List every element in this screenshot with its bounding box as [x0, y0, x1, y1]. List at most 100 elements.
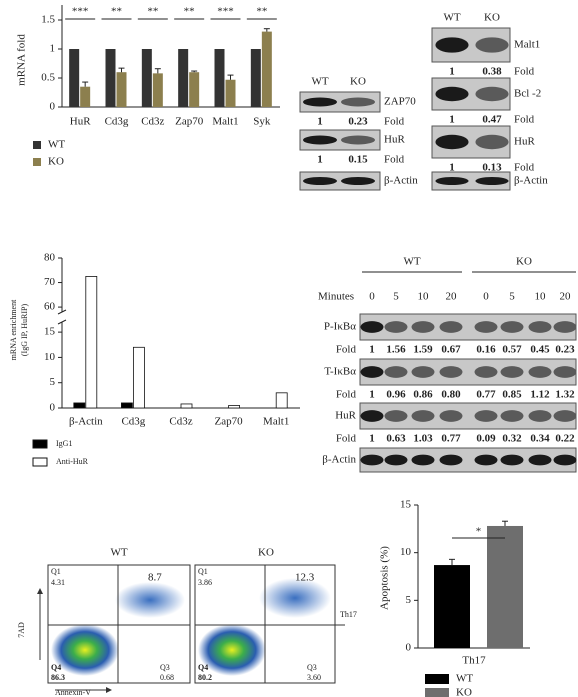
fold-value: 0.96	[386, 389, 406, 401]
y-tick-label: 15	[44, 326, 56, 338]
legend-swatch	[32, 457, 48, 467]
minute: 10	[535, 291, 547, 303]
row-label: Malt1	[514, 39, 540, 51]
fold-value: 0.63	[386, 433, 406, 445]
column-header: WT	[311, 76, 328, 88]
bar	[250, 49, 261, 107]
flow-title: WT	[110, 547, 127, 559]
x-tick-label: β-Actin	[69, 416, 103, 428]
y-axis-label: (IgG IP, HuRIP)	[20, 304, 29, 357]
x-tick-label: Cd3g	[121, 416, 145, 428]
row-label: β-Actin	[384, 175, 418, 187]
y-tick-label: 10	[44, 351, 56, 363]
density-cloud	[198, 624, 266, 676]
fold-label: Fold	[336, 389, 357, 401]
blot-band	[411, 321, 435, 333]
minute: 20	[560, 291, 572, 303]
fold-value: 1	[317, 154, 323, 166]
column-header: WT	[443, 12, 460, 24]
minute: 5	[393, 291, 399, 303]
quadrant-name: Q1	[198, 567, 208, 576]
blot-band	[475, 86, 509, 102]
quadrant-name: Q1	[51, 567, 61, 576]
quadrant-value: 3.60	[307, 673, 321, 682]
y-tick-label: 15	[400, 499, 412, 511]
blot-box	[299, 91, 381, 113]
row-label: β-Actin	[514, 175, 548, 187]
group-header: KO	[516, 256, 532, 268]
row-label: P-IκBα	[324, 321, 356, 333]
fold-label: Fold	[514, 162, 535, 174]
y-tick-label: 0.5	[41, 72, 55, 84]
flow-x-label: Annexin-V	[55, 688, 91, 697]
blot-band	[360, 410, 384, 422]
significance: ***	[217, 6, 234, 18]
legend-swatch	[32, 439, 48, 449]
fold-value: 0.80	[441, 389, 461, 401]
fold-value: 0.45	[530, 344, 550, 356]
y-tick-label: 0	[50, 101, 56, 113]
blot-band	[528, 410, 552, 422]
quadrant-name: Q3	[307, 663, 317, 672]
fold-label: Fold	[514, 66, 535, 78]
blot-band	[474, 321, 498, 333]
blot-band	[435, 37, 469, 53]
legend-swatch	[33, 158, 41, 166]
y-tick-label: 0	[50, 402, 56, 414]
legend-swatch	[425, 674, 449, 684]
y-tick-label: 1	[50, 43, 56, 55]
fold-value: 1.12	[530, 389, 550, 401]
density-cloud	[259, 578, 331, 618]
bar	[180, 403, 193, 409]
fold-value: 1	[369, 344, 375, 356]
legend-label: KO	[48, 156, 64, 168]
y-tick-label: 60	[44, 301, 56, 313]
quadrant-value: 86.3	[51, 673, 65, 682]
bar	[261, 31, 272, 108]
y-tick-label: 5	[406, 594, 412, 606]
fold-value: 0.09	[476, 433, 496, 445]
group-header: WT	[403, 256, 420, 268]
row-label: HuR	[384, 134, 405, 146]
minute: 0	[483, 291, 489, 303]
arrow-head	[37, 588, 43, 594]
density-cloud	[115, 582, 185, 618]
blot-band	[553, 321, 577, 333]
bar	[152, 73, 163, 107]
blot-band	[500, 410, 524, 422]
fold-value: 0.67	[441, 344, 461, 356]
fold-value: 0.23	[348, 116, 368, 128]
fold-label: Fold	[336, 344, 357, 356]
bar	[121, 402, 133, 409]
column-header: KO	[350, 76, 366, 88]
significance: **	[147, 6, 158, 18]
quadrant-value: 4.31	[51, 578, 65, 587]
bar	[73, 402, 86, 409]
bar	[214, 49, 225, 107]
blot-band	[341, 135, 375, 145]
fold-value: 0.16	[476, 344, 496, 356]
blot-band	[439, 410, 463, 422]
bar	[132, 346, 145, 409]
y-tick-label: 5	[50, 376, 56, 388]
blot-band	[553, 366, 577, 378]
x-tick-label: Cd3z	[169, 416, 192, 428]
bar	[189, 72, 200, 107]
fold-label: Fold	[384, 116, 405, 128]
fold-value: 1	[449, 66, 455, 78]
minute: 5	[509, 291, 515, 303]
bar	[69, 49, 80, 107]
blot-band	[474, 454, 498, 466]
quadrant-value: 3.86	[198, 578, 212, 587]
blot-band	[411, 366, 435, 378]
blot-box	[299, 129, 381, 151]
fold-value: 1	[369, 389, 375, 401]
y-tick-label: 0	[406, 642, 412, 654]
minute: 10	[418, 291, 430, 303]
blot-band	[439, 366, 463, 378]
x-tick-label: HuR	[70, 116, 91, 128]
significance: **	[184, 6, 195, 18]
legend-swatch	[33, 141, 41, 149]
row-label: HuR	[335, 410, 356, 422]
